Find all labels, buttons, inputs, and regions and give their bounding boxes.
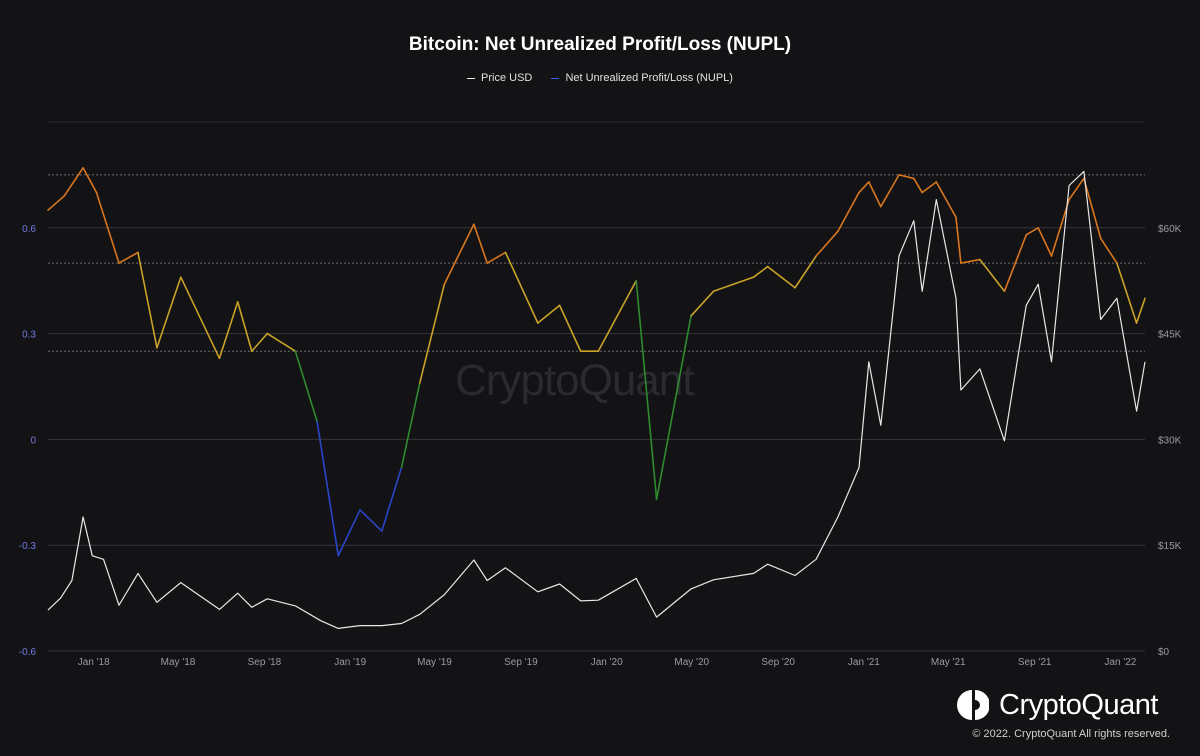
right-axis-tick-label: $60K: [1158, 224, 1182, 235]
nupl-line-segment: [1025, 227, 1039, 236]
nupl-line-segment: [635, 279, 658, 501]
legend-label-price: Price USD: [481, 72, 533, 84]
nupl-line-segment: [712, 276, 755, 293]
nupl-line-segment: [486, 251, 507, 264]
nupl-line-segment: [921, 181, 938, 194]
nupl-line-segment: [250, 332, 269, 353]
nupl-line-segment: [794, 255, 817, 289]
x-axis-tick-label: Sep '20: [761, 657, 795, 668]
nupl-line-segment: [504, 251, 539, 324]
nupl-line-segment: [960, 258, 981, 264]
legend-swatch-nupl: [551, 77, 560, 79]
legend-label-nupl: Net Unrealized Profit/Loss (NUPL): [565, 72, 733, 84]
nupl-line-segment: [1003, 234, 1028, 293]
nupl-line-segment: [912, 177, 924, 194]
left-axis-tick-label: 0.3: [22, 330, 36, 341]
nupl-line-segment: [898, 174, 915, 180]
nupl-line-segment: [218, 301, 239, 360]
copyright-text: © 2022. CryptoQuant All rights reserved.: [972, 728, 1170, 740]
nupl-line-segment: [766, 265, 796, 289]
x-axis-tick-label: May '18: [161, 657, 196, 668]
brand-logo-block[interactable]: CryptoQuant: [955, 688, 1158, 722]
nupl-line-segment: [359, 509, 383, 532]
nupl-line-segment: [1116, 262, 1138, 324]
brand-name: CryptoQuant: [999, 688, 1158, 721]
price-line: [47, 170, 1146, 630]
x-axis-tick-label: Sep '18: [248, 657, 282, 668]
nupl-line-segment: [381, 466, 403, 532]
left-axis-tick-label: 0: [30, 435, 36, 446]
nupl-line-segment: [95, 191, 120, 264]
legend-item-price[interactable]: Price USD: [467, 72, 532, 84]
nupl-line-segment: [655, 315, 692, 501]
nupl-line-segment: [955, 216, 962, 264]
nupl-line-segment: [1099, 237, 1118, 264]
nupl-line-segment: [1037, 227, 1053, 257]
watermark: CryptoQuant: [455, 356, 694, 405]
nupl-line-segment: [137, 251, 158, 349]
nupl-line-segment: [858, 181, 870, 194]
nupl-line-segment: [118, 251, 139, 264]
x-axis-tick-label: Jan '22: [1104, 657, 1136, 668]
nupl-line-segment: [1135, 297, 1146, 324]
nupl-line-segment: [935, 181, 957, 219]
nupl-line-segment: [316, 420, 340, 557]
nupl-line-segment: [815, 230, 839, 257]
nupl-line-segment: [82, 167, 98, 194]
nupl-line-segment: [47, 195, 65, 211]
nupl-line-segment: [868, 181, 882, 208]
x-axis-tick-label: May '19: [417, 657, 452, 668]
left-axis-tick-label: -0.6: [19, 647, 37, 658]
nupl-line-segment: [1083, 177, 1102, 240]
x-axis-tick-label: Jan '20: [591, 657, 623, 668]
nupl-line-segment: [1068, 177, 1085, 201]
right-axis-tick-label: $0: [1158, 647, 1170, 658]
nupl-line-segment: [558, 304, 582, 353]
x-axis-tick-label: Jan '19: [334, 657, 366, 668]
nupl-line-segment: [879, 174, 900, 208]
nupl-line-segment: [473, 223, 489, 264]
nupl-line-segment: [537, 304, 561, 324]
x-axis-tick-label: Jan '18: [78, 657, 110, 668]
chart-title: Bitcoin: Net Unrealized Profit/Loss (NUP…: [408, 34, 792, 55]
nupl-line-segment: [837, 191, 860, 233]
right-axis-tick-label: $15K: [1158, 541, 1182, 552]
nupl-line-segment: [180, 276, 221, 360]
nupl-line-segment: [443, 223, 475, 286]
nupl-line-segment: [236, 301, 253, 353]
x-axis-tick-label: Jan '21: [848, 657, 880, 668]
nupl-line-segment: [418, 283, 446, 384]
nupl-line-segment: [63, 167, 84, 197]
legend-item-nupl[interactable]: Net Unrealized Profit/Loss (NUPL): [551, 72, 733, 84]
nupl-line-segment: [294, 350, 318, 423]
left-axis-tick-label: -0.3: [19, 541, 37, 552]
nupl-line-segment: [597, 279, 638, 353]
x-axis-tick-label: Sep '21: [1018, 657, 1052, 668]
right-axis-tick-label: $30K: [1158, 435, 1182, 446]
right-axis-tick-label: $45K: [1158, 330, 1182, 341]
nupl-line-segment: [156, 276, 182, 349]
nupl-line-segment: [979, 258, 1006, 293]
legend-swatch-price: [467, 77, 476, 79]
nupl-line-segment: [266, 332, 297, 353]
x-axis-tick-label: Sep '19: [504, 657, 538, 668]
x-axis-tick-label: May '21: [931, 657, 966, 668]
left-axis-tick-label: 0.6: [22, 224, 36, 235]
chart-legend: Price USD Net Unrealized Profit/Loss (NU…: [0, 72, 1200, 84]
nupl-line-segment: [752, 265, 769, 278]
x-axis-tick-label: May '20: [674, 657, 709, 668]
nupl-line-segment: [690, 290, 715, 317]
nupl-line-segment: [337, 509, 361, 557]
cryptoquant-logo-icon: [955, 688, 990, 722]
nupl-line-segment: [400, 382, 421, 469]
